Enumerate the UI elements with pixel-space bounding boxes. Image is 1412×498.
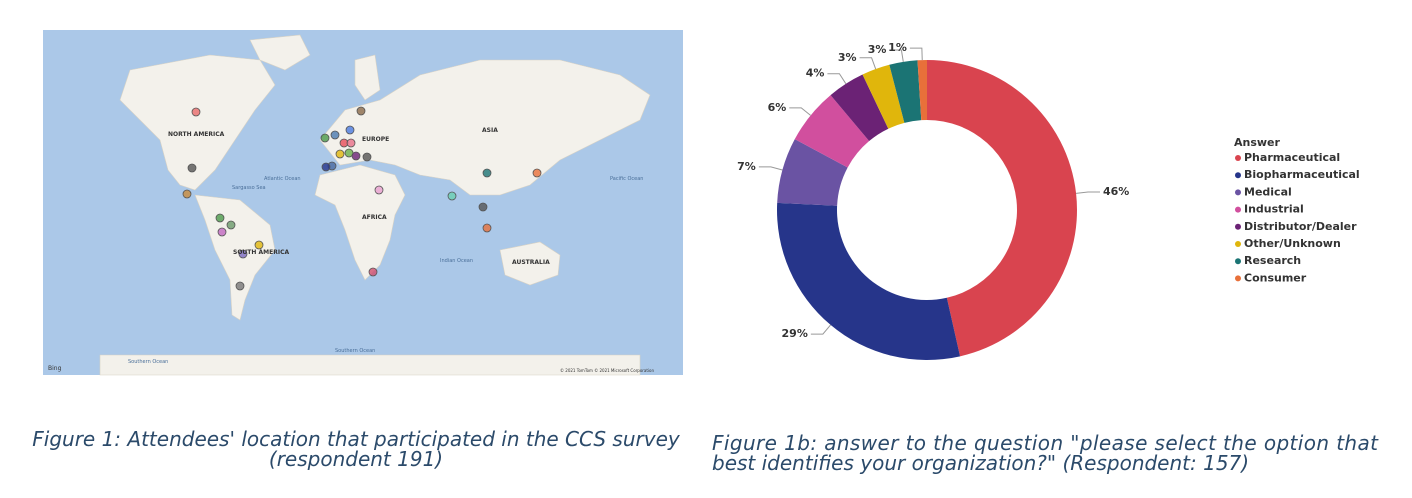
- donut-chart: Answer 46%29%7%6%4%3%3% 1%PharmaceuticalB…: [737, 41, 1360, 360]
- location-marker: [238, 249, 248, 259]
- legend-label: Industrial: [1244, 203, 1304, 216]
- location-marker: [482, 168, 492, 178]
- legend-swatch: [1235, 223, 1241, 230]
- map-attribution: © 2021 TomTom © 2021 Microsoft Corporati…: [560, 368, 655, 373]
- location-marker: [215, 213, 225, 223]
- location-marker: [478, 202, 488, 212]
- map-label: NORTH AMERICA: [168, 131, 225, 138]
- map-label: EUROPE: [362, 136, 389, 143]
- legend-swatch: [1235, 275, 1241, 282]
- donut-slice: [830, 74, 889, 142]
- legend-label: Consumer: [1244, 271, 1307, 284]
- ocean-label: Southern Ocean: [335, 348, 375, 354]
- caption-line: (respondent 191): [269, 447, 443, 471]
- map-logo: Bing: [48, 365, 62, 372]
- location-marker: [351, 151, 361, 161]
- leader-line: [827, 73, 847, 85]
- leader-line: [810, 324, 831, 335]
- location-marker: [321, 162, 331, 172]
- location-marker: [368, 267, 378, 277]
- location-marker: [345, 125, 355, 135]
- location-marker: [320, 133, 330, 143]
- slice-label: 4%: [806, 67, 825, 80]
- location-marker: [362, 152, 372, 162]
- leader-line: [859, 57, 877, 70]
- leader-line: [909, 47, 923, 61]
- donut-slice: [927, 60, 1077, 357]
- donut-slice: [794, 95, 870, 168]
- location-marker: [226, 220, 236, 230]
- map-label: SOUTH AMERICA: [233, 249, 289, 256]
- legend-label: Pharmaceutical: [1244, 151, 1340, 164]
- leader-line: [758, 166, 783, 171]
- legend-swatch: [1235, 206, 1241, 213]
- location-marker: [335, 149, 345, 159]
- slice-label: 6%: [768, 101, 787, 114]
- legend-swatch: [1235, 241, 1241, 247]
- donut-slice: [917, 60, 927, 121]
- ocean-label: Pacific Ocean: [610, 176, 643, 182]
- legend-label: Biopharmaceutical: [1244, 168, 1360, 181]
- slice-label: 7%: [737, 160, 756, 173]
- world-map: NORTH AMERICA EUROPE ASIA AFRICA SOUTH A…: [43, 30, 683, 376]
- legend-label: Other/Unknown: [1244, 237, 1341, 250]
- donut-slice: [862, 64, 905, 129]
- location-markers: [182, 106, 542, 291]
- caption-line: best identifies your organization?" (Res…: [712, 451, 1249, 475]
- map-label: AFRICA: [362, 214, 387, 221]
- location-marker: [356, 106, 366, 116]
- location-marker: [447, 191, 457, 201]
- location-marker: [374, 185, 384, 195]
- legend-title: Answer: [1234, 136, 1281, 149]
- donut-slice: [777, 202, 961, 360]
- map-label: AUSTRALIA: [512, 259, 550, 266]
- ocean-label: Sargasso Sea: [232, 185, 266, 191]
- map-land: [99, 34, 651, 376]
- location-marker: [330, 130, 340, 140]
- caption-line: Figure 1b: answer to the question "pleas…: [712, 431, 1379, 455]
- location-marker: [191, 107, 201, 117]
- location-marker: [187, 163, 197, 173]
- legend-swatch: [1235, 172, 1241, 179]
- leader-line: [1076, 191, 1101, 194]
- slice-label: 29%: [782, 327, 808, 340]
- leader-line: [889, 49, 904, 62]
- location-marker: [217, 227, 227, 237]
- location-marker: [532, 168, 542, 178]
- slice-label: 1%: [888, 41, 907, 54]
- legend-label: Distributor/Dealer: [1244, 220, 1357, 233]
- map-label: ASIA: [482, 127, 498, 134]
- legend-label: Medical: [1244, 185, 1292, 198]
- location-marker: [482, 223, 492, 233]
- caption-line: Figure 1: Attendees' location that parti…: [32, 427, 681, 451]
- location-marker: [254, 240, 264, 250]
- location-marker: [346, 138, 356, 148]
- ocean-label: Atlantic Ocean: [264, 176, 301, 182]
- slice-label: 3%: [868, 43, 887, 56]
- location-marker: [182, 189, 192, 199]
- legend-swatch: [1235, 189, 1241, 196]
- ocean-label: Southern Ocean: [128, 359, 168, 365]
- leader-line: [789, 107, 811, 116]
- donut-slice: [889, 60, 922, 123]
- legend-swatch: [1235, 258, 1241, 265]
- legend-swatch: [1235, 155, 1241, 161]
- slice-label: 3%: [838, 51, 857, 64]
- donut-slice: [777, 139, 848, 206]
- location-marker: [235, 281, 245, 291]
- ocean-label: Indian Ocean: [440, 258, 473, 264]
- slice-label: 46%: [1103, 185, 1129, 198]
- legend-label: Research: [1244, 254, 1301, 267]
